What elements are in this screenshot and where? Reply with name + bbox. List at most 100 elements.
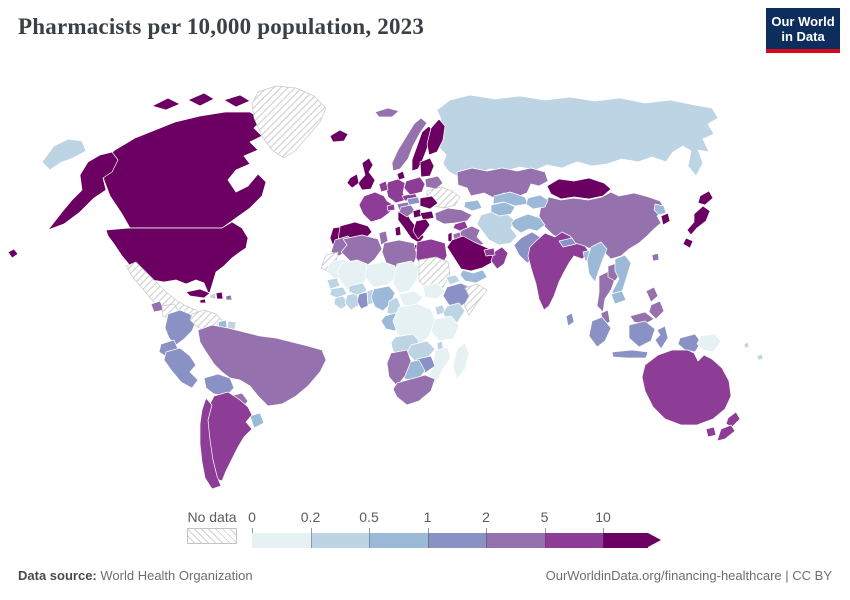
country-turkey[interactable] (434, 207, 473, 225)
country-iran[interactable] (476, 210, 518, 246)
legend-bin-0.5-1[interactable] (369, 533, 428, 548)
legend-bin-1-2[interactable] (427, 533, 486, 548)
country-baltics[interactable] (419, 157, 435, 178)
country-namibia[interactable] (386, 349, 412, 387)
legend-bin-5-10[interactable] (544, 533, 603, 548)
country-sri-lanka[interactable] (565, 312, 575, 327)
country-hungary[interactable] (406, 196, 421, 206)
country-haiti[interactable] (209, 292, 217, 300)
country-philippines-mindanao[interactable] (648, 300, 665, 320)
country-south-africa[interactable] (392, 374, 436, 406)
country-mongolia[interactable] (546, 177, 612, 200)
country-south-sudan[interactable] (422, 282, 446, 300)
country-south-korea[interactable] (660, 212, 671, 226)
country-algeria[interactable] (340, 234, 383, 269)
country-finland[interactable] (426, 118, 446, 156)
legend-bin-10+[interactable] (603, 533, 648, 548)
country-indonesia-papua[interactable] (677, 333, 702, 353)
country-ireland[interactable] (346, 173, 360, 189)
country-usa-alaska[interactable] (47, 151, 119, 231)
legend-color-scale[interactable]: 0 0.2 0.5 1 2 5 10 (248, 509, 672, 551)
country-svalbard[interactable] (374, 107, 400, 118)
country-central-african-republic[interactable] (398, 290, 424, 307)
country-burkina-faso[interactable] (348, 282, 368, 296)
country-colombia[interactable] (164, 309, 197, 346)
country-eritrea[interactable] (445, 274, 461, 286)
country-tanzania[interactable] (430, 315, 460, 342)
country-puerto-rico[interactable] (225, 294, 233, 301)
country-norway[interactable] (391, 117, 428, 172)
country-iceland[interactable] (329, 129, 349, 143)
country-kazakhstan[interactable] (456, 167, 549, 199)
country-greece[interactable] (412, 218, 431, 240)
country-benelux[interactable] (378, 180, 389, 193)
country-afghanistan[interactable] (510, 213, 546, 234)
country-sierra-leone-liberia[interactable] (333, 295, 350, 310)
country-japan[interactable] (697, 190, 714, 206)
country-senegal[interactable] (326, 277, 341, 290)
country-myanmar[interactable] (586, 241, 608, 283)
country-tunisia[interactable] (378, 230, 389, 246)
country-nepal[interactable] (558, 237, 577, 248)
country-uae[interactable] (483, 247, 496, 257)
country-ghana[interactable] (356, 291, 369, 310)
country-russia-chukotka[interactable] (41, 138, 87, 171)
country-belarus[interactable] (424, 175, 444, 190)
country-somalia[interactable] (463, 283, 488, 316)
country-uzbekistan[interactable] (492, 191, 529, 207)
country-malaysia-borneo[interactable] (629, 311, 655, 325)
owid-logo[interactable]: Our World in Data (766, 8, 840, 53)
country-sudan[interactable] (418, 256, 451, 290)
country-brazil[interactable] (197, 324, 327, 407)
country-jamaica[interactable] (199, 298, 207, 304)
country-madagascar[interactable] (452, 342, 470, 380)
country-new-zealand-south[interactable] (716, 424, 736, 442)
country-bulgaria[interactable] (419, 210, 435, 221)
country-uk[interactable] (357, 157, 376, 191)
country-denmark[interactable] (396, 170, 406, 181)
country-canada-arctic-3[interactable] (223, 94, 251, 108)
country-australia[interactable] (641, 349, 732, 426)
country-yemen[interactable] (459, 269, 488, 284)
country-caucasus[interactable] (463, 199, 483, 212)
country-north-korea[interactable] (653, 203, 667, 216)
country-cambodia[interactable] (610, 290, 627, 305)
country-germany[interactable] (385, 178, 407, 204)
country-indonesia-sumatra[interactable] (588, 316, 612, 348)
country-greenland[interactable] (251, 85, 327, 159)
country-uruguay[interactable] (249, 412, 265, 429)
country-peru[interactable] (163, 347, 199, 389)
footer-link[interactable]: OurWorldinData.org/financing-healthcare … (545, 568, 832, 583)
legend-bin-0-0.2[interactable] (252, 533, 311, 548)
country-poland[interactable] (403, 176, 426, 196)
country-bolivia[interactable] (203, 373, 235, 397)
country-indonesia-sulawesi[interactable] (654, 325, 669, 350)
country-switzerland[interactable] (386, 203, 396, 212)
country-chad[interactable] (392, 260, 420, 294)
country-papua-new-guinea[interactable] (696, 333, 722, 353)
country-niger[interactable] (364, 261, 398, 288)
country-croatia-bosnia[interactable] (398, 204, 416, 218)
country-italy-sardinia[interactable] (394, 225, 402, 237)
country-france[interactable] (358, 191, 396, 223)
country-fiji[interactable] (756, 353, 764, 361)
country-canada[interactable] (99, 111, 267, 229)
country-vanuatu[interactable] (743, 341, 750, 349)
country-australia-tasmania[interactable] (705, 426, 717, 438)
country-kyrgyzstan-tajikistan[interactable] (525, 194, 549, 210)
country-canada-arctic-2[interactable] (187, 92, 215, 107)
country-oman[interactable] (490, 246, 509, 270)
country-dominican-republic[interactable] (215, 291, 224, 300)
country-saudi-arabia[interactable] (446, 235, 497, 272)
country-usa[interactable] (105, 221, 249, 296)
country-chile[interactable] (199, 397, 222, 490)
legend-bin-0.2-0.5[interactable] (310, 533, 369, 548)
country-guinea[interactable] (329, 286, 348, 299)
country-cuba[interactable] (185, 288, 211, 299)
legend-no-data[interactable]: No data (187, 509, 237, 544)
country-japan-honshu[interactable] (686, 205, 711, 236)
legend-bin-2-5[interactable] (486, 533, 545, 548)
country-taiwan[interactable] (651, 252, 660, 262)
country-indonesia-kalimantan[interactable] (628, 320, 656, 348)
country-romania[interactable] (419, 195, 439, 210)
